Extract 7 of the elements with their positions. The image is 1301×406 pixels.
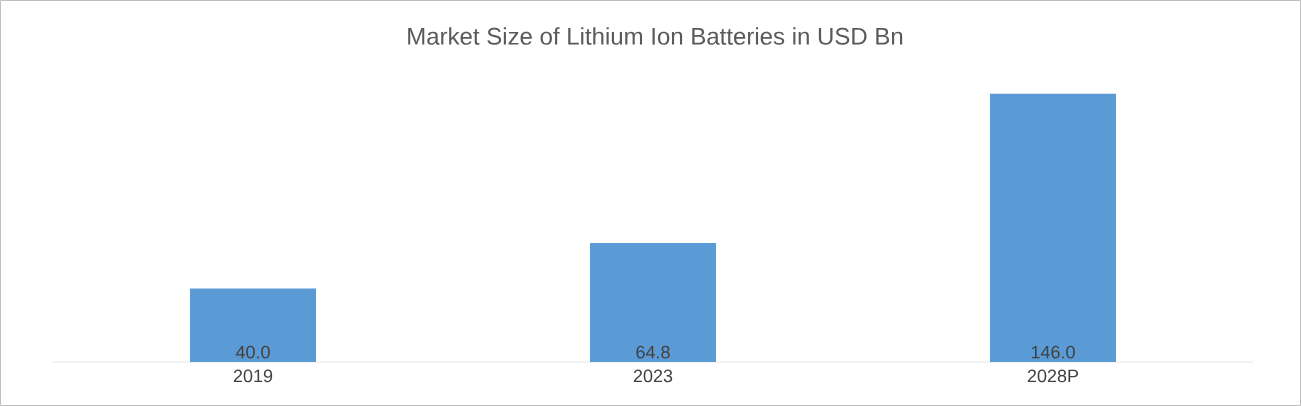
- x-tick-label: 2023: [633, 369, 673, 383]
- data-label: 64.8: [636, 345, 670, 359]
- x-tick-label: 2028P: [1027, 369, 1079, 383]
- chart-title: Market Size of Lithium Ion Batteries in USD Bn: [408, 27, 903, 45]
- data-label: 40.0: [235, 345, 270, 359]
- data-label: 146.0: [1031, 345, 1075, 359]
- x-tick-label: 2019: [233, 369, 273, 383]
